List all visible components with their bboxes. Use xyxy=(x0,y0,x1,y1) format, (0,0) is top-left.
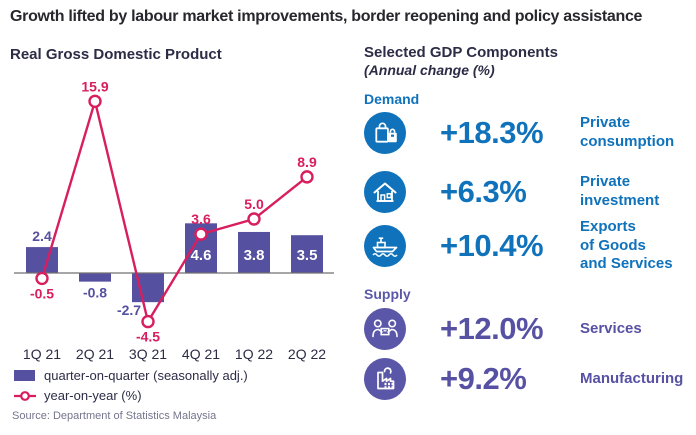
yoy-line xyxy=(40,96,308,325)
tick-label-3q21: 3Q 21 xyxy=(129,346,167,362)
bar-label-1q21: 2.4 xyxy=(32,228,52,244)
legend-label-qoq: quarter-on-quarter (seasonally adj.) xyxy=(44,368,248,383)
label-exports: Exports of Goods and Services xyxy=(580,217,673,273)
label-private-investment: Private investment xyxy=(580,173,660,209)
page-title: Growth lifted by labour market improveme… xyxy=(10,8,643,25)
label-manufacturing: Manufacturing xyxy=(580,369,684,387)
value-private-consumption: +18.3% xyxy=(440,115,544,150)
yoy-marker-2q21 xyxy=(88,94,102,108)
factory-icon xyxy=(364,358,406,400)
line-label-2q21: 15.9 xyxy=(81,78,108,94)
line-label-4q21: 3.6 xyxy=(191,211,211,227)
chart-legend: quarter-on-quarter (seasonally adj.) yea… xyxy=(14,368,248,408)
bar-label-1q22: 3.8 xyxy=(244,247,265,264)
source-note: Source: Department of Statistics Malaysi… xyxy=(12,410,217,422)
value-services: +12.0% xyxy=(440,311,544,346)
components-subtitle: (Annual change (%) xyxy=(364,62,495,78)
group-head-demand: Demand xyxy=(364,91,420,107)
bar-1q22 xyxy=(238,231,270,273)
bar-2q21 xyxy=(79,273,111,282)
line-marker-icon xyxy=(14,390,36,401)
component-exports: +10.4% Exports of Goods and Services xyxy=(364,218,696,272)
component-private-investment: +6.3% Private investment xyxy=(364,171,696,213)
bar-label-4q21: 4.6 xyxy=(191,247,212,264)
component-manufacturing: +9.2% Manufacturing xyxy=(364,358,696,400)
legend-item-qoq: quarter-on-quarter (seasonally adj.) xyxy=(14,368,248,383)
components-title: Selected GDP Components xyxy=(364,44,558,61)
group-head-supply: Supply xyxy=(364,286,411,302)
house-icon xyxy=(364,171,406,213)
tick-label-1q22: 1Q 22 xyxy=(235,346,273,362)
label-private-consumption: Private consumption xyxy=(580,114,675,150)
tick-label-2q22: 2Q 22 xyxy=(288,346,326,362)
line-label-2q22: 8.9 xyxy=(297,154,317,170)
gdp-chart-svg: 2.4 -0.8 -2.7 4.6 3.8 3.5 -0.5 15.9 -4.5 3.6 5.0 8.… xyxy=(14,78,334,362)
label-services: Services xyxy=(580,319,642,337)
component-services: +12.0% Services xyxy=(364,308,696,350)
bar-label-3q21: -2.7 xyxy=(117,302,141,318)
yoy-marker-2q22 xyxy=(300,170,314,184)
bar-2q22 xyxy=(291,235,323,273)
yoy-marker-1q22 xyxy=(247,212,261,226)
bar-label-2q21: -0.8 xyxy=(83,285,107,301)
people-box-icon xyxy=(364,308,406,350)
component-private-consumption: +18.3% Private consumption xyxy=(364,112,696,154)
legend-label-yoy: year-on-year (%) xyxy=(44,388,142,403)
bar-swatch-icon xyxy=(14,370,35,381)
gdp-chart: 2.4 -0.8 -2.7 4.6 3.8 3.5 -0.5 15.9 -4.5 3.6 5.0 8.… xyxy=(0,72,348,370)
yoy-marker-4q21 xyxy=(194,227,208,241)
tick-label-4q21: 4Q 21 xyxy=(182,346,220,362)
bar-label-2q22: 3.5 xyxy=(297,247,318,264)
cargo-ship-icon xyxy=(364,225,406,267)
bar-1q21 xyxy=(26,247,58,273)
legend-item-yoy: year-on-year (%) xyxy=(14,388,248,403)
tick-label-2q21: 2Q 21 xyxy=(76,346,114,362)
yoy-marker-1q21 xyxy=(35,271,49,286)
value-exports: +10.4% xyxy=(440,228,544,263)
value-private-investment: +6.3% xyxy=(440,174,527,209)
value-manufacturing: +9.2% xyxy=(440,361,527,396)
line-label-3q21: -4.5 xyxy=(136,329,160,345)
yoy-marker-3q21 xyxy=(141,314,155,329)
chart-title: Real Gross Domestic Product xyxy=(10,46,222,63)
tick-label-1q21: 1Q 21 xyxy=(23,346,61,362)
shopping-bags-icon xyxy=(364,112,406,154)
line-label-1q22: 5.0 xyxy=(244,196,264,212)
line-label-1q21: -0.5 xyxy=(30,285,54,301)
